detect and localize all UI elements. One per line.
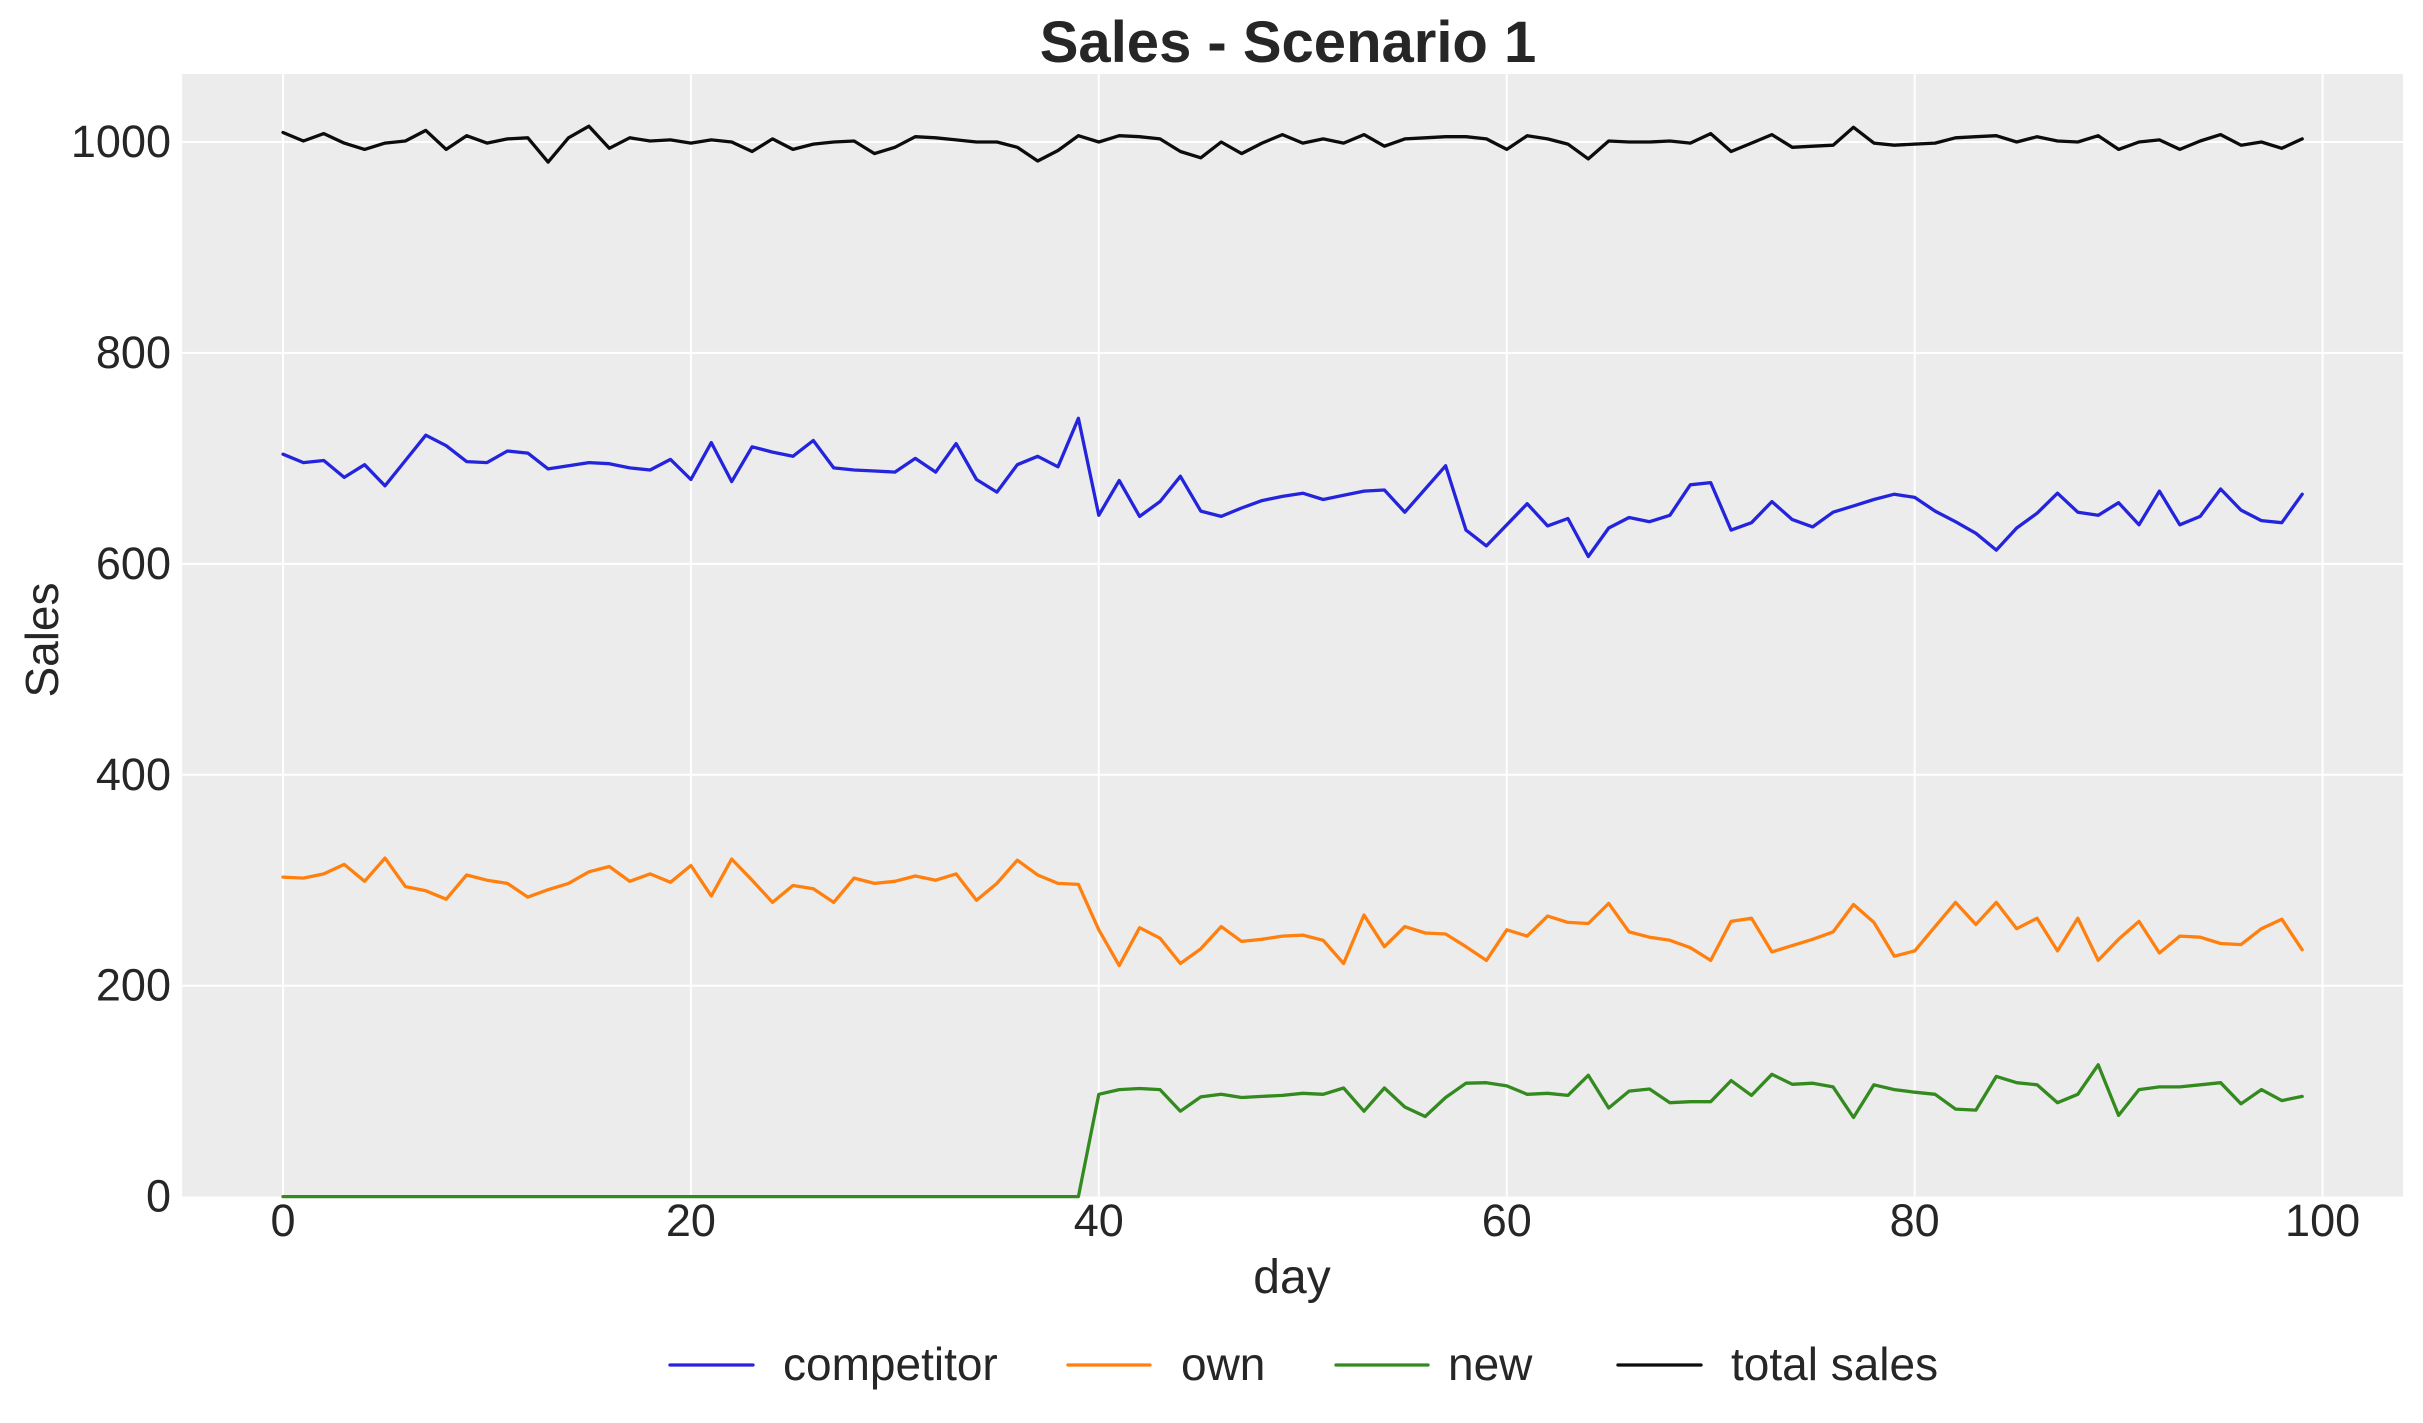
svg-text:total sales: total sales xyxy=(1731,1338,1938,1390)
svg-text:40: 40 xyxy=(1074,1195,1124,1246)
svg-text:own: own xyxy=(1181,1338,1265,1390)
svg-text:day: day xyxy=(1253,1251,1330,1304)
svg-text:new: new xyxy=(1448,1338,1533,1390)
svg-text:20: 20 xyxy=(666,1195,716,1246)
svg-text:80: 80 xyxy=(1890,1195,1940,1246)
svg-text:1000: 1000 xyxy=(71,116,171,167)
svg-text:0: 0 xyxy=(146,1171,171,1222)
svg-text:400: 400 xyxy=(96,749,171,800)
svg-text:800: 800 xyxy=(96,327,171,378)
svg-text:Sales - Scenario 1: Sales - Scenario 1 xyxy=(1040,10,1536,75)
svg-text:0: 0 xyxy=(270,1195,295,1246)
svg-text:60: 60 xyxy=(1482,1195,1532,1246)
svg-text:600: 600 xyxy=(96,538,171,589)
svg-text:Sales: Sales xyxy=(16,582,68,697)
svg-text:competitor: competitor xyxy=(783,1338,998,1390)
svg-text:100: 100 xyxy=(2285,1195,2360,1246)
svg-text:200: 200 xyxy=(96,960,171,1011)
